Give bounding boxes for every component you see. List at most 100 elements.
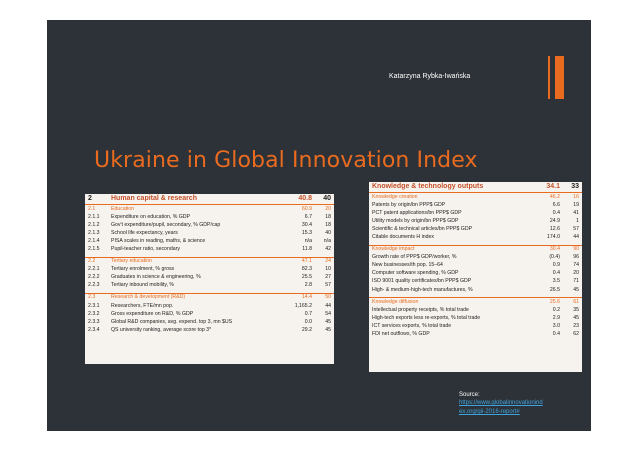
cell-rank: 44 xyxy=(325,302,331,309)
cell-value: 11.8 xyxy=(302,245,312,252)
cell-label: QS university ranking, average score top… xyxy=(111,326,212,333)
table-row: ISO 9001 quality certificates/bn PPP$ GD… xyxy=(369,278,582,286)
cell-label: High-tech exports less re-exports, % tot… xyxy=(372,314,481,321)
cell-value: (0.4) xyxy=(549,254,560,261)
author-name: Katarzyna Rybka-Iwańska xyxy=(389,73,471,80)
cell-label: Pupil-teacher ratio, secondary xyxy=(111,245,180,252)
cell-label: Research & development (R&D) xyxy=(111,294,186,301)
cell-label: Gross expenditure on R&D, % GDP xyxy=(111,310,194,317)
accent-bar xyxy=(555,56,564,99)
table-row: 2.3.2 Gross expenditure on R&D, % GDP 0.7 5… xyxy=(85,310,334,318)
table-row: 2.3.1 Researchers, FTE/mn pop. 1,165.2 44 xyxy=(85,302,334,310)
cell-rank: 1 xyxy=(576,217,579,224)
section-row: Knowledge impact 30.4 90 xyxy=(369,244,582,254)
cell-code: 2.3.4 xyxy=(88,326,100,333)
cell-rank: 57 xyxy=(325,282,331,289)
cell-code: 2.3.2 xyxy=(88,310,100,317)
cell-rank: 50 xyxy=(325,294,331,301)
cell-code: 2.3.1 xyxy=(88,302,100,309)
cell-code: 2.2 xyxy=(88,258,96,265)
table-row: 2.1.2 Gov't expenditure/pupil, secondary,… xyxy=(85,221,334,229)
header-code: 2 xyxy=(88,195,92,202)
cell-rank: n/a xyxy=(323,237,331,244)
cell-rank: 54 xyxy=(325,310,331,317)
cell-label: ISO 9001 quality certificates/bn PPP$ GD… xyxy=(372,278,472,285)
cell-rank: 40 xyxy=(325,229,331,236)
cell-rank: 18 xyxy=(325,221,331,228)
cell-label: Knowledge diffusion xyxy=(372,298,419,305)
cell-value: n/a xyxy=(304,237,312,244)
cell-label: Gov't expenditure/pupil, secondary, % GD… xyxy=(111,221,221,228)
cell-rank: 57 xyxy=(573,225,579,232)
table-row: Patents by origin/bn PPP$ GDP 6.6 19 xyxy=(369,201,582,209)
knowledge-technology-table: Knowledge & technology outputs 34.1 33 K… xyxy=(369,182,582,372)
cell-value: 0.4 xyxy=(552,331,560,337)
cell-value: 30.4 xyxy=(549,246,560,253)
cell-rank: 62 xyxy=(573,331,579,337)
cell-rank: 19 xyxy=(573,201,579,208)
cell-value: 24.9 xyxy=(549,217,560,224)
table-row: 2.1.4 PISA scales in reading, maths, & sc… xyxy=(85,237,334,245)
cell-rank: 42 xyxy=(325,245,331,252)
cell-value: 3.0 xyxy=(552,322,560,329)
cell-label: New businesses/th pop. 15–64 xyxy=(372,262,443,269)
table-row: 2.2.1 Tertiary enrolment, % gross 82.3 10 xyxy=(85,266,334,274)
table-header: Knowledge & technology outputs 34.1 33 xyxy=(369,182,582,192)
cell-rank: 41 xyxy=(573,209,579,216)
cell-value: 25.6 xyxy=(549,298,560,305)
cell-value: 6.7 xyxy=(304,213,312,220)
cell-rank: 23 xyxy=(573,322,579,329)
cell-rank: 24 xyxy=(325,258,331,265)
table-row: 2.3.3 Global R&D companies, avg. expend. … xyxy=(85,318,334,326)
header-value: 34.1 xyxy=(546,183,560,190)
section-row: 2.2 Tertiary education 47.1 24 xyxy=(85,256,334,266)
accent-bar-thin xyxy=(548,56,550,99)
cell-code: 2.3.3 xyxy=(88,318,100,325)
table-row: High-tech exports less re-exports, % tot… xyxy=(369,314,582,322)
cell-label: Tertiary enrolment, % gross xyxy=(111,266,175,273)
cell-label: Utility models by origin/bn PPP$ GDP xyxy=(372,217,459,224)
cell-label: Tertiary inbound mobility, % xyxy=(111,282,175,289)
cell-rank: 10 xyxy=(325,266,331,273)
cell-value: 26.5 xyxy=(549,286,560,293)
table-row: Scientific & technical articles/bn PPP$ … xyxy=(369,225,582,233)
cell-label: Computer software spending, % GDP xyxy=(372,270,459,277)
table-row: 2.3.4 QS university ranking, average scor… xyxy=(85,326,334,334)
cell-value: 0.9 xyxy=(552,262,560,269)
table-row: Intellectual property receipts, % total … xyxy=(369,306,582,314)
table-header: 2 Human capital & research 40.8 40 xyxy=(85,194,334,204)
table-row: 2.1.3 School life expectancy, years 15.3 40 xyxy=(85,229,334,237)
cell-rank: 20 xyxy=(325,205,331,212)
source-link[interactable]: https://www.globalinnovationind ex.org/g… xyxy=(459,399,543,416)
cell-code: 2.1 xyxy=(88,205,96,212)
header-label: Human capital & research xyxy=(111,195,197,202)
cell-label: Graduates in science & engineering, % xyxy=(111,274,201,281)
cell-value: 2.8 xyxy=(304,282,312,289)
cell-rank: 45 xyxy=(573,286,579,293)
cell-label: Growth rate of PPP$ GDP/worker, % xyxy=(372,254,457,261)
cell-code: 2.1.4 xyxy=(88,237,100,244)
cell-value: 2.9 xyxy=(552,314,560,321)
section-row: Knowledge creation 46.2 16 xyxy=(369,192,582,201)
cell-label: Researchers, FTE/mn pop. xyxy=(111,302,174,309)
cell-value: 6.6 xyxy=(552,201,560,208)
section-row: 2.1 Education 60.9 20 xyxy=(85,204,334,213)
cell-rank: 45 xyxy=(573,314,579,321)
cell-value: 0.2 xyxy=(552,306,560,313)
header-value: 40.8 xyxy=(298,195,312,202)
cell-code: 2.2.1 xyxy=(88,266,100,273)
table-row: FDI net outflows, % GDP 0.4 62 xyxy=(369,331,582,339)
cell-rank: 74 xyxy=(573,262,579,269)
cell-value: 46.2 xyxy=(549,193,560,200)
cell-rank: 35 xyxy=(573,306,579,313)
source-link-line2: ex.org/gii-2016-report# xyxy=(459,408,520,415)
cell-code: 2.1.3 xyxy=(88,229,100,236)
cell-value: 0.0 xyxy=(304,318,312,325)
cell-label: Knowledge creation xyxy=(372,193,418,200)
cell-label: Expenditure on education, % GDP xyxy=(111,213,191,220)
cell-rank: 45 xyxy=(325,326,331,333)
table-row: Computer software spending, % GDP 0.4 20 xyxy=(369,270,582,278)
table-row: High- & medium-high-tech manufactures, %… xyxy=(369,286,582,294)
cell-label: Citable documents H index xyxy=(372,233,434,240)
cell-label: PISA scales in reading, maths, & science xyxy=(111,237,206,244)
